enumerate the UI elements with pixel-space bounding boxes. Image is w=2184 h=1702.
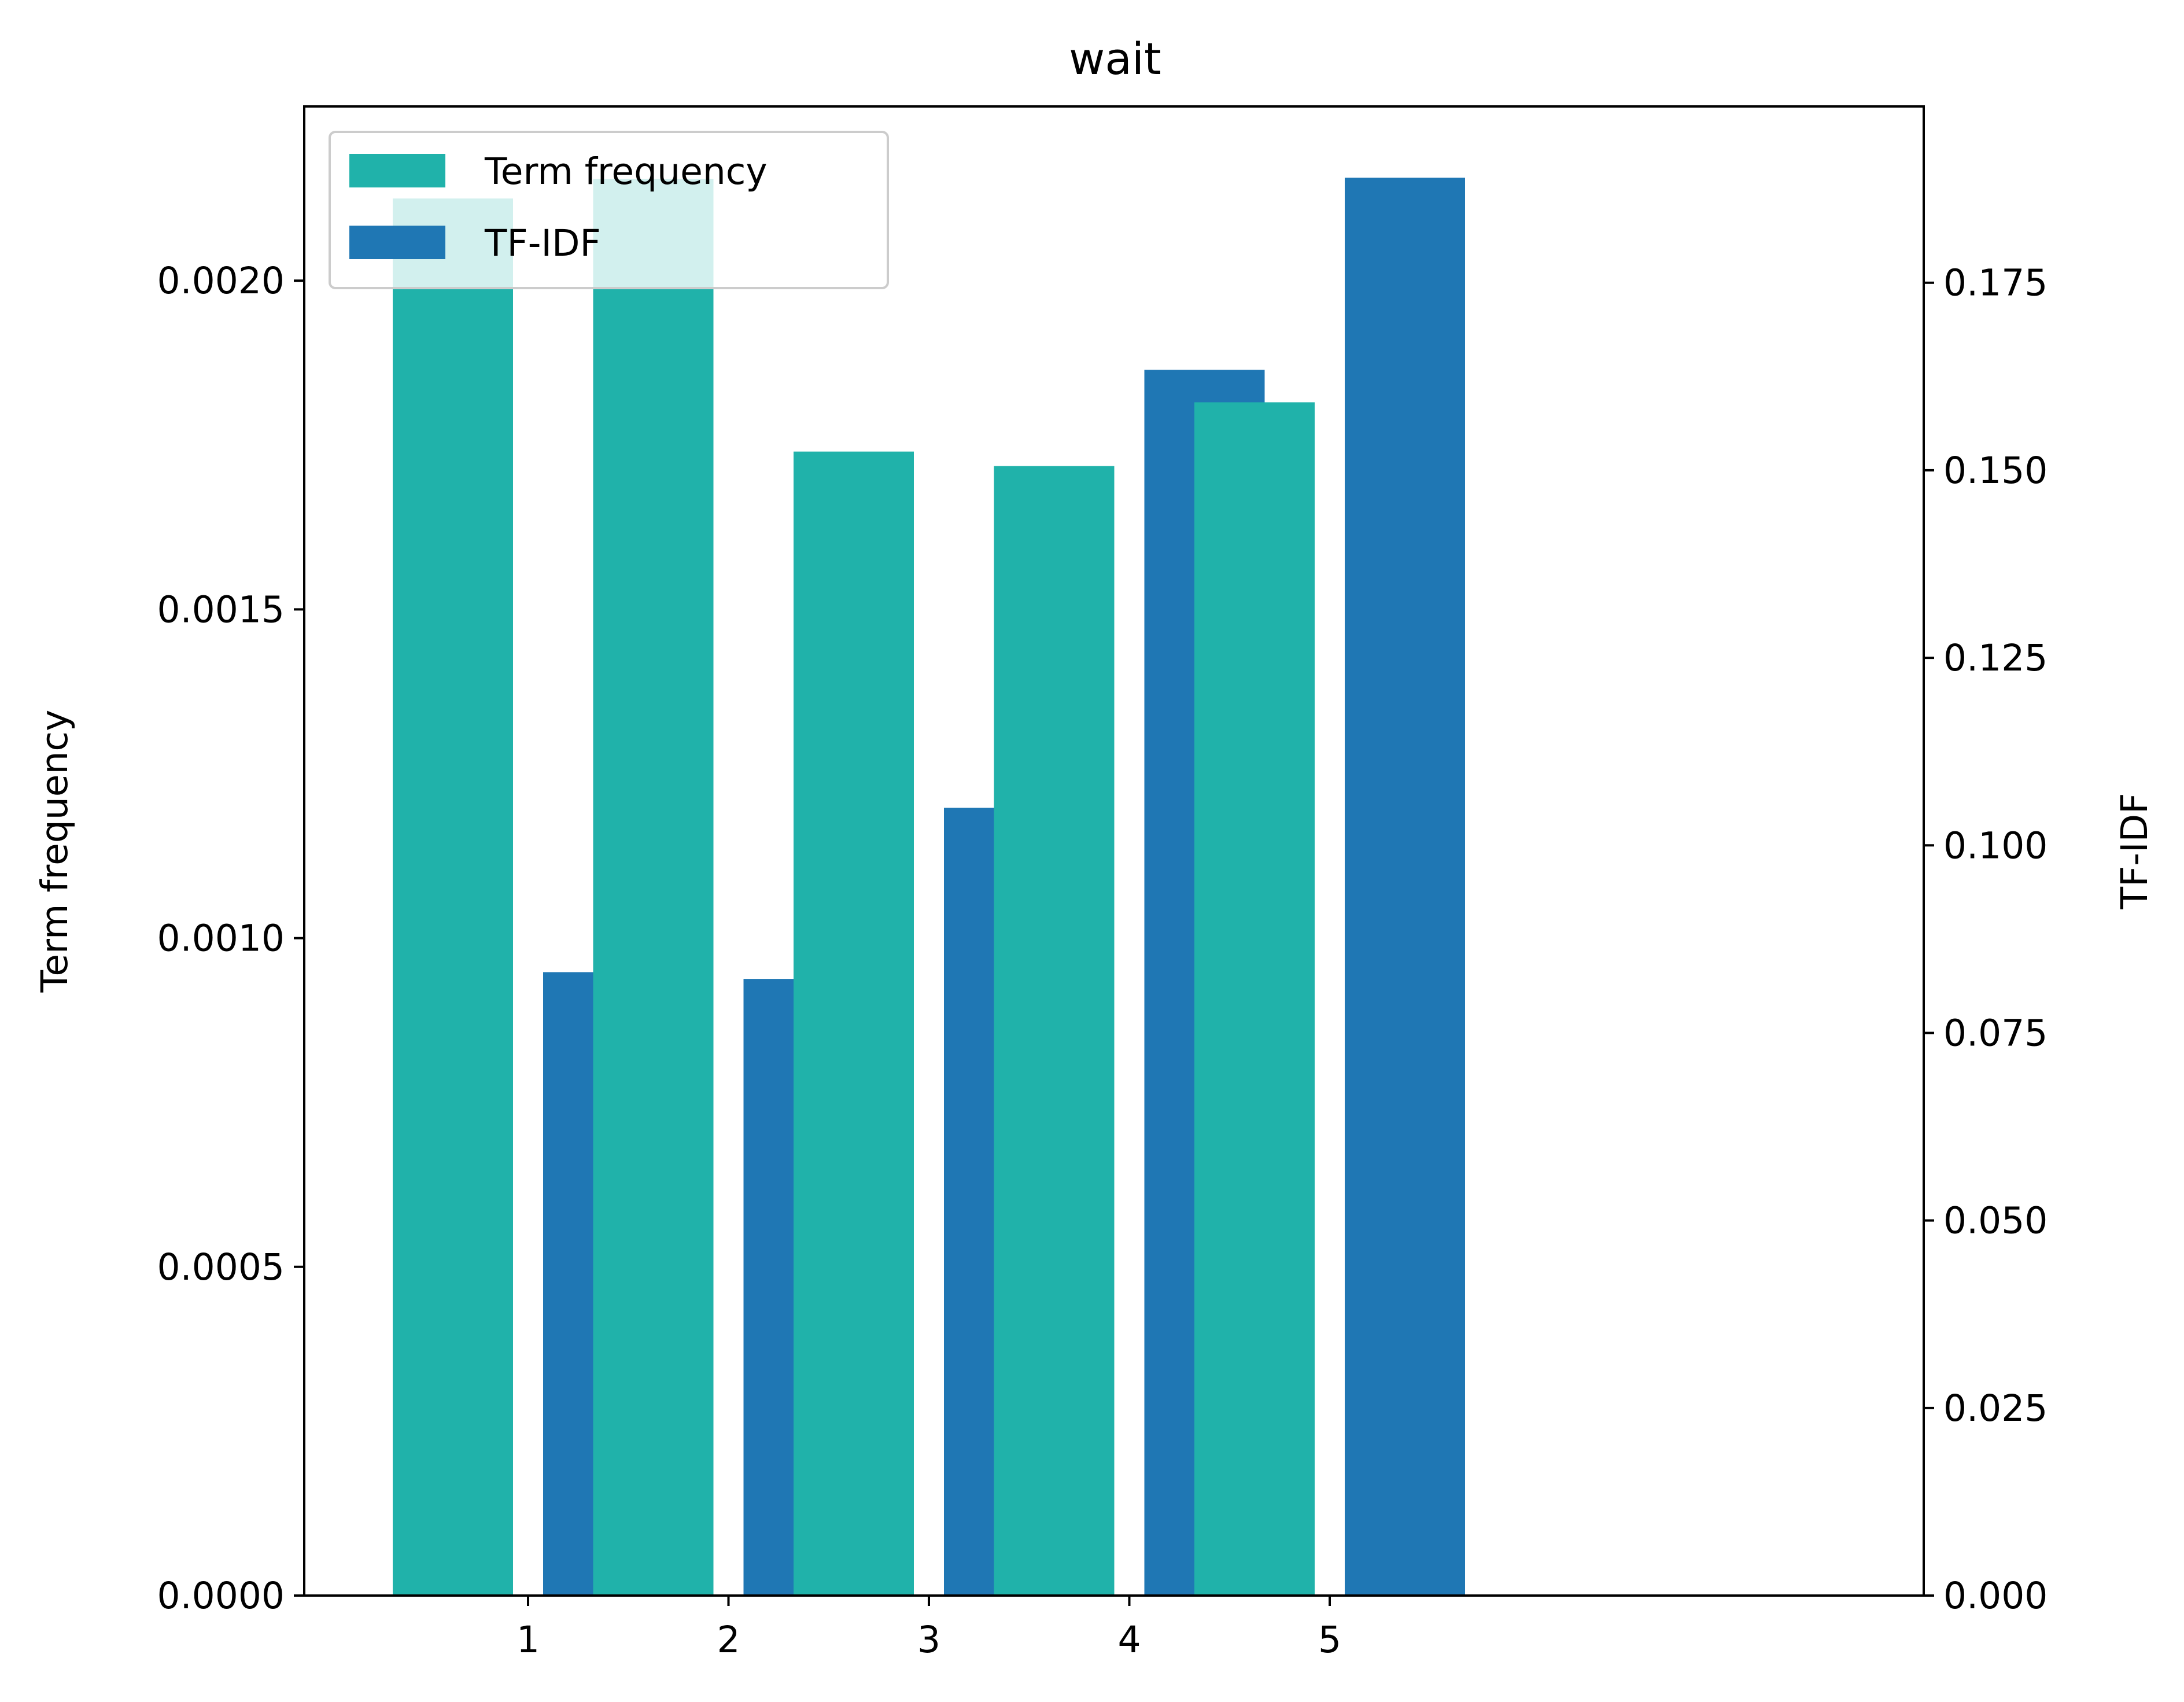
left-y-tick-label: 0.0015 xyxy=(157,588,285,631)
plot-frame xyxy=(303,105,1925,1597)
right-y-tick-label: 0.150 xyxy=(1943,450,2048,492)
chart-title: wait xyxy=(1069,33,1161,84)
bar-tf-idf-5 xyxy=(1345,178,1465,1596)
bar-term-frequency-2 xyxy=(593,179,714,1596)
bar-term-frequency-1 xyxy=(393,198,513,1596)
right-y-axis: 0.000 0.025 0.050 0.075 0.100 0.125 0.150 0.175 xyxy=(1924,262,2048,1617)
left-y-tick-label: 0.0000 xyxy=(157,1575,285,1617)
right-y-tick-label: 0.100 xyxy=(1943,824,2048,867)
bars xyxy=(393,178,1465,1596)
left-y-tick-label: 0.0005 xyxy=(157,1246,285,1288)
left-y-tick-label: 0.0010 xyxy=(157,918,285,960)
x-tick-label: 2 xyxy=(717,1619,740,1661)
bar-term-frequency-3 xyxy=(794,451,914,1596)
legend-label-tf-idf: TF-IDF xyxy=(484,222,601,264)
right-axis-label: TF-IDF xyxy=(2113,793,2156,910)
bar-term-frequency-5 xyxy=(1194,402,1315,1596)
bar-term-frequency-4 xyxy=(994,466,1115,1596)
right-y-tick-label: 0.075 xyxy=(1943,1012,2048,1054)
right-y-tick-label: 0.025 xyxy=(1943,1387,2048,1430)
legend-swatch-term-frequency xyxy=(349,154,445,187)
right-y-tick-label: 0.000 xyxy=(1943,1575,2048,1617)
left-axis-label: Term frequency xyxy=(34,710,76,993)
left-y-axis: 0.0000 0.0005 0.0010 0.0015 0.0020 xyxy=(157,260,304,1617)
x-tick-label: 1 xyxy=(517,1619,540,1661)
x-tick-label: 3 xyxy=(917,1619,940,1661)
right-y-tick-label: 0.050 xyxy=(1943,1200,2048,1242)
x-tick-label: 5 xyxy=(1318,1619,1341,1661)
right-y-tick-label: 0.125 xyxy=(1943,637,2048,679)
x-axis: 1 2 3 4 5 xyxy=(517,1596,1341,1661)
legend: Term frequency TF-IDF xyxy=(329,131,889,289)
legend-label-term-frequency: Term frequency xyxy=(484,150,768,193)
x-tick-label: 4 xyxy=(1117,1619,1141,1661)
legend-frame xyxy=(329,131,889,289)
left-y-tick-label: 0.0020 xyxy=(157,260,285,302)
legend-swatch-tf-idf xyxy=(349,226,445,259)
right-y-tick-label: 0.175 xyxy=(1943,262,2048,304)
